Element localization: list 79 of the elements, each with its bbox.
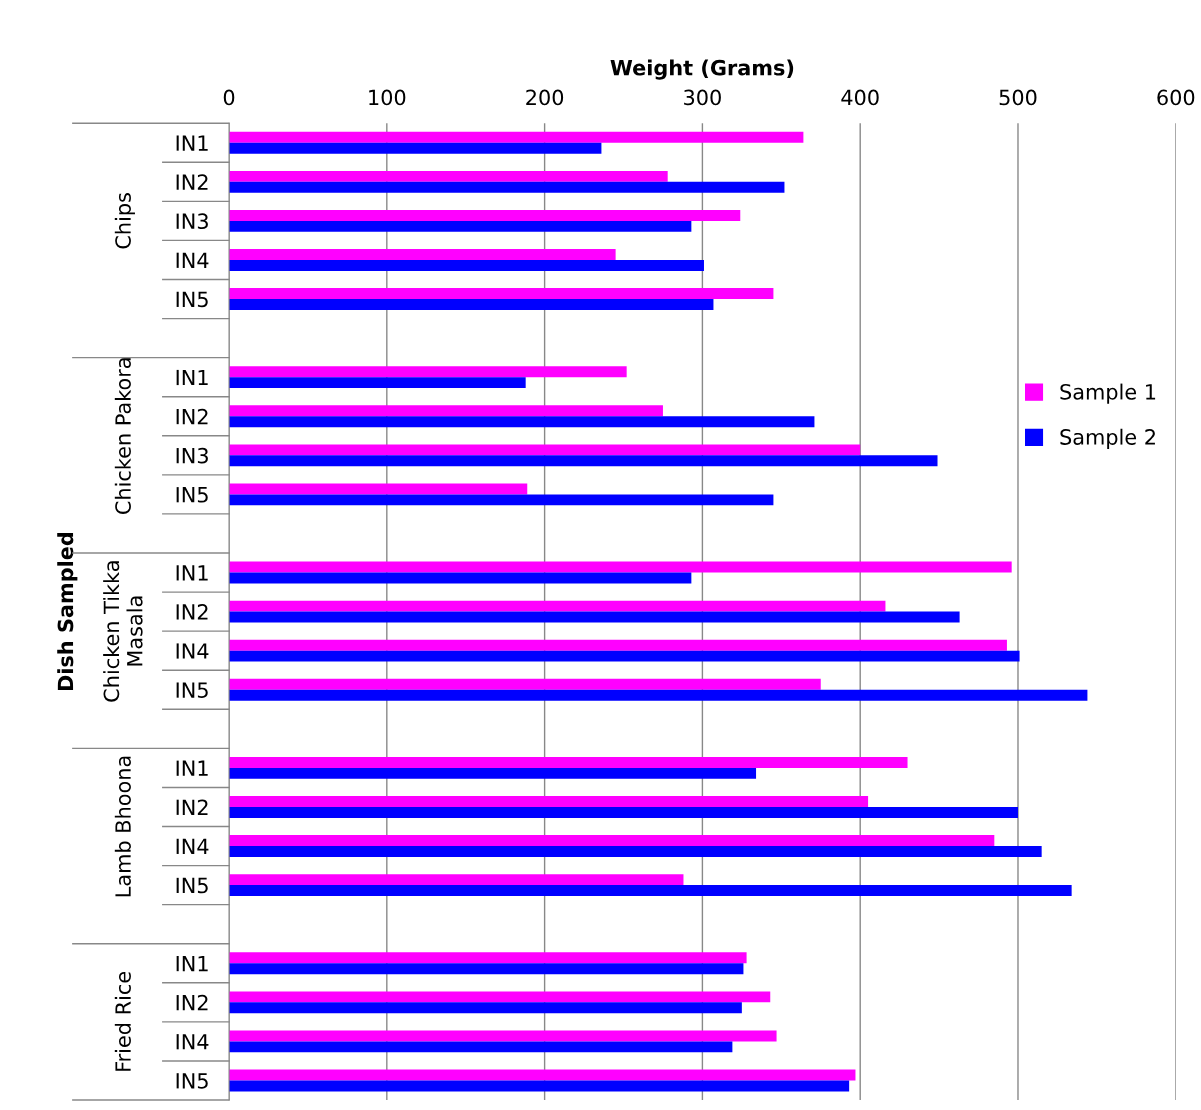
bar (229, 572, 692, 584)
bar (229, 561, 1012, 573)
bar (229, 444, 861, 456)
y-tick-label: IN4 (176, 252, 209, 268)
bar (229, 846, 1042, 857)
bar (229, 952, 747, 964)
bar (229, 678, 821, 690)
bar (229, 299, 714, 310)
y-tick-label: IN4 (176, 838, 209, 854)
x-tick-label: 0 (223, 89, 235, 106)
bar (229, 835, 995, 847)
bar (229, 1041, 733, 1053)
x-tick-label: 100 (369, 89, 406, 106)
y-tick-label: IN1 (176, 565, 208, 581)
x-tick-label: 600 (1157, 89, 1195, 106)
bar (229, 288, 774, 300)
x-tick-label: 400 (841, 89, 879, 106)
bar (229, 756, 908, 768)
y-tick-label: IN1 (176, 135, 208, 151)
bar (229, 131, 804, 143)
text: Fried Rice (114, 971, 131, 1071)
bar (229, 689, 1088, 701)
bar (229, 874, 684, 886)
y-tick-label: IN3 (176, 213, 208, 230)
bar (229, 639, 1007, 651)
bar (229, 170, 668, 182)
y-tick-label: IN2 (176, 604, 208, 620)
y-axis-title: Dish Sampled (57, 532, 78, 691)
bar (229, 806, 1018, 818)
y-tick-label: IN3 (176, 447, 208, 464)
x-axis-title: Weight (Grams) (610, 59, 794, 80)
y-tick-label: IN4 (176, 1034, 209, 1050)
bar (229, 963, 744, 975)
y-tick-label: IN2 (176, 408, 208, 425)
bar (229, 249, 616, 260)
x-tick-label: 500 (999, 89, 1037, 106)
bar (229, 1080, 850, 1092)
y-tick-label: IN1 (176, 760, 208, 776)
legend-label: Sample 2 (1060, 428, 1155, 449)
y-tick-label: IN2 (176, 994, 208, 1011)
text: Chips (114, 193, 135, 249)
legend-label: Sample 1 (1060, 383, 1156, 404)
y-tick-label: IN5 (176, 487, 208, 503)
bar (229, 1069, 856, 1081)
y-tick-label: IN4 (176, 643, 209, 659)
bar (229, 366, 627, 378)
bar (229, 377, 526, 389)
bar (229, 600, 886, 612)
x-tick-label: 200 (526, 89, 564, 106)
y-tick-label: IN5 (176, 877, 208, 894)
bar (229, 416, 815, 428)
bar (229, 885, 1072, 897)
bar (229, 767, 757, 779)
bar (229, 181, 785, 193)
y-tick-label: IN5 (176, 682, 208, 698)
bar (229, 220, 692, 232)
bar (229, 405, 663, 417)
bar (229, 1030, 777, 1042)
x-tick-label: 300 (684, 89, 721, 106)
y-tick-label: IN2 (176, 799, 208, 815)
bar (229, 209, 741, 221)
text: Lamb Bhoona (114, 756, 131, 897)
y-tick-label: IN2 (176, 174, 208, 190)
text: Chicken Tikka Masala (103, 561, 143, 702)
y-tick-label: IN1 (176, 369, 208, 386)
bar (229, 483, 528, 495)
bar (229, 796, 869, 807)
bar (229, 142, 602, 154)
bar (229, 611, 960, 623)
bar (229, 455, 938, 467)
bar (229, 494, 774, 506)
y-tick-label: IN1 (176, 955, 208, 972)
bar (229, 259, 704, 271)
y-tick-label: IN5 (176, 291, 208, 308)
bar (229, 650, 1020, 662)
bar (229, 991, 771, 1003)
y-tick-label: IN5 (176, 1073, 208, 1089)
bar (229, 1002, 742, 1014)
text: Chicken Pakora (114, 358, 131, 514)
